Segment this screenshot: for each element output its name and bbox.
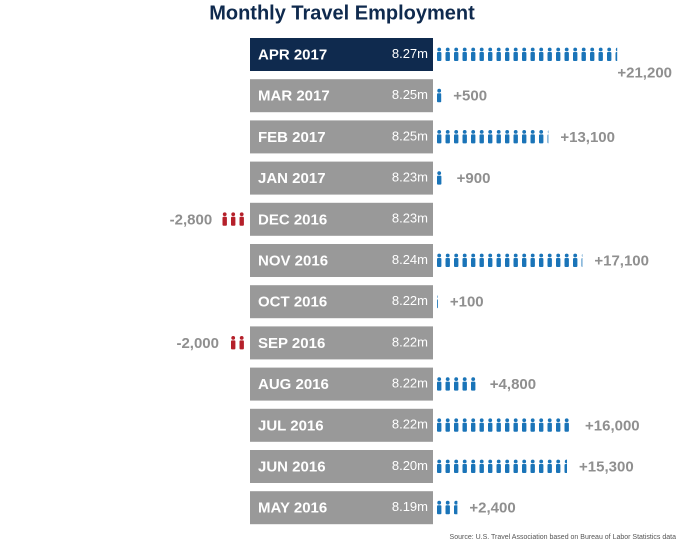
row-box [250, 79, 433, 113]
change-label: -2,000 [176, 335, 219, 352]
change-label: +4,800 [490, 376, 536, 393]
category-label: JUN 2016 [258, 458, 326, 475]
row-box [250, 120, 433, 154]
row-box [250, 491, 433, 525]
change-label: +2,400 [469, 500, 515, 517]
icon-bar [437, 171, 442, 185]
category-label: DEC 2016 [258, 211, 327, 228]
change-label: +16,000 [585, 417, 640, 434]
icon-bar [437, 130, 549, 144]
category-label: MAY 2016 [258, 500, 327, 517]
icon-bar [437, 418, 569, 432]
total-label: 8.23m [392, 170, 428, 185]
row-box [250, 450, 433, 483]
category-label: OCT 2016 [258, 294, 327, 311]
category-label: JUL 2016 [258, 417, 324, 434]
total-label: 8.22m [392, 376, 428, 391]
icon-bar [437, 459, 568, 473]
total-label: 8.20m [392, 458, 428, 473]
row-box [250, 244, 433, 277]
icon-bar [222, 212, 244, 226]
category-label: FEB 2017 [258, 129, 326, 146]
icon-bar [437, 500, 458, 515]
total-label: 8.27m [392, 46, 428, 61]
category-label: JAN 2017 [258, 170, 326, 187]
total-label: 8.22m [392, 334, 428, 349]
row-box [250, 367, 433, 401]
source: Source: U.S. Travel Association based on… [450, 534, 677, 541]
icon-bar [437, 295, 438, 309]
change-label: +17,100 [594, 252, 649, 269]
total-label: 8.25m [392, 87, 428, 102]
row-box [250, 202, 433, 236]
row-box [250, 38, 433, 71]
category-label: MAR 2017 [258, 88, 330, 105]
category-label: SEP 2016 [258, 335, 325, 352]
row-box [250, 285, 433, 319]
total-label: 8.19m [392, 499, 428, 514]
category-label: NOV 2016 [258, 252, 328, 269]
chart-title: Monthly Travel Employment [209, 2, 475, 24]
change-label: +21,200 [617, 64, 672, 81]
row-box [250, 408, 433, 442]
row-box [250, 161, 433, 195]
change-label: +13,100 [560, 129, 615, 146]
icon-bar [231, 336, 244, 350]
change-label: -2,800 [170, 211, 213, 228]
total-label: 8.24m [392, 252, 428, 267]
icon-bar [437, 377, 476, 391]
row-box [250, 326, 433, 360]
total-label: 8.22m [392, 417, 428, 432]
category-label: AUG 2016 [258, 376, 329, 393]
change-label: +15,300 [579, 458, 634, 475]
total-label: 8.22m [392, 293, 428, 308]
icon-bar [437, 88, 442, 103]
change-label: +900 [457, 170, 491, 187]
icon-bar [437, 47, 618, 61]
total-label: 8.23m [392, 211, 428, 226]
icon-bar [437, 253, 583, 267]
total-label: 8.25m [392, 128, 428, 143]
change-label: +500 [453, 88, 487, 105]
category-label: APR 2017 [258, 46, 327, 63]
change-label: +100 [450, 294, 484, 311]
